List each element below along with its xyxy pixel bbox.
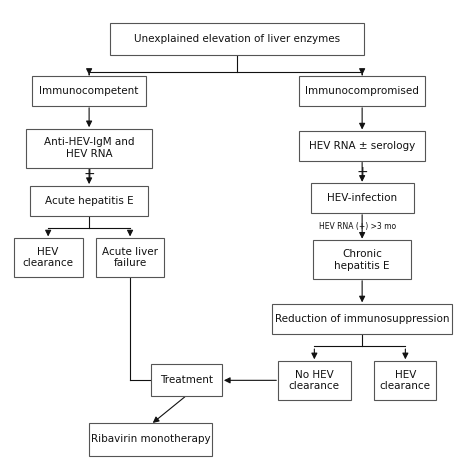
Text: Reduction of immunosuppression: Reduction of immunosuppression <box>275 314 449 324</box>
Text: Immunocompetent: Immunocompetent <box>39 86 139 96</box>
FancyBboxPatch shape <box>89 423 212 456</box>
FancyBboxPatch shape <box>374 361 436 400</box>
FancyBboxPatch shape <box>300 131 425 161</box>
FancyBboxPatch shape <box>27 129 152 168</box>
FancyBboxPatch shape <box>311 183 413 213</box>
Text: Anti-HEV-IgM and
HEV RNA: Anti-HEV-IgM and HEV RNA <box>44 137 134 159</box>
Text: +: + <box>356 165 368 179</box>
FancyBboxPatch shape <box>278 361 351 400</box>
FancyBboxPatch shape <box>32 76 146 106</box>
Text: No HEV
clearance: No HEV clearance <box>289 370 340 391</box>
FancyBboxPatch shape <box>30 186 148 216</box>
FancyBboxPatch shape <box>272 304 452 334</box>
Text: Chronic
hepatitis E: Chronic hepatitis E <box>334 249 390 271</box>
FancyBboxPatch shape <box>110 23 364 55</box>
Text: Ribavirin monotherapy: Ribavirin monotherapy <box>91 435 210 445</box>
Text: Treatment: Treatment <box>160 375 213 385</box>
Text: Unexplained elevation of liver enzymes: Unexplained elevation of liver enzymes <box>134 34 340 44</box>
Text: Acute liver
failure: Acute liver failure <box>102 246 158 268</box>
Text: +: + <box>83 167 95 181</box>
FancyBboxPatch shape <box>152 364 222 396</box>
Text: Acute hepatitis E: Acute hepatitis E <box>45 196 133 206</box>
FancyBboxPatch shape <box>313 240 411 279</box>
FancyBboxPatch shape <box>96 238 164 277</box>
Text: Immunocompromised: Immunocompromised <box>305 86 419 96</box>
Text: HEV-infection: HEV-infection <box>327 193 397 203</box>
Text: HEV
clearance: HEV clearance <box>23 246 73 268</box>
FancyBboxPatch shape <box>300 76 425 106</box>
Text: HEV RNA (+) >3 mo: HEV RNA (+) >3 mo <box>319 222 396 231</box>
Text: HEV RNA ± serology: HEV RNA ± serology <box>309 141 415 151</box>
FancyBboxPatch shape <box>14 238 82 277</box>
Text: HEV
clearance: HEV clearance <box>380 370 431 391</box>
